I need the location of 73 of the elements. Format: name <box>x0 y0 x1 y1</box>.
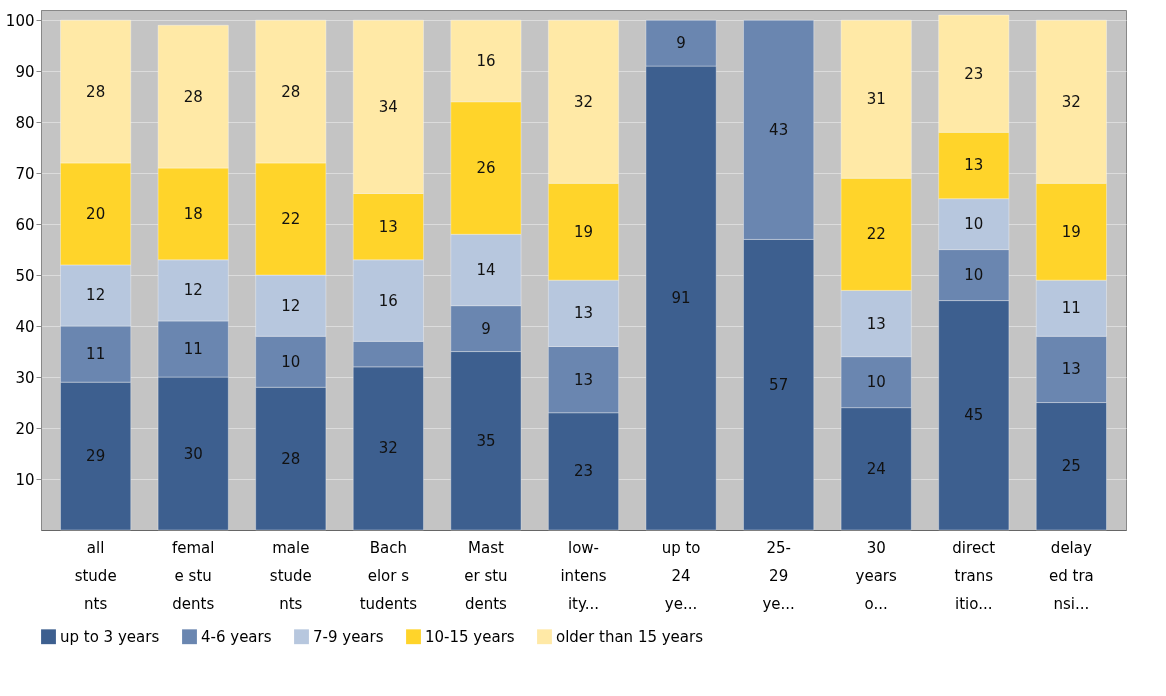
data-label: 13 <box>866 314 886 333</box>
data-label: 14 <box>476 261 496 279</box>
data-label: 16 <box>476 51 496 70</box>
data-label: 19 <box>573 222 594 241</box>
data-label: 31 <box>866 90 886 109</box>
data-label: 9 <box>481 319 491 338</box>
data-label: 30 <box>183 444 203 463</box>
data-label: 13 <box>573 370 594 389</box>
data-label: 26 <box>476 159 496 178</box>
x-tick-label: Mast er stu dents <box>464 538 508 613</box>
data-label: 13 <box>378 217 398 236</box>
y-tick-label: 20 <box>15 419 35 438</box>
data-label: 9 <box>676 34 686 53</box>
x-tick-label: up to 24 ye... <box>661 538 701 613</box>
data-label: 34 <box>378 97 398 116</box>
data-label: 10 <box>964 266 984 285</box>
x-tick-label: direct trans itio... <box>952 538 996 613</box>
data-label: 10 <box>281 352 301 371</box>
y-tick-label: 10 <box>15 470 35 489</box>
data-label: 11 <box>1061 299 1081 318</box>
x-tick-label: femal e stu dents <box>171 538 215 613</box>
data-label: 45 <box>964 406 984 425</box>
data-label: 13 <box>573 304 594 323</box>
data-label: 28 <box>183 87 203 106</box>
data-label: 12 <box>281 296 301 315</box>
y-tick-label: 50 <box>15 266 35 285</box>
data-label: 11 <box>86 345 106 364</box>
data-label: 19 <box>1061 222 1081 241</box>
data-label: 13 <box>1061 360 1081 379</box>
data-label: 23 <box>964 64 984 83</box>
data-label: 20 <box>86 204 106 223</box>
x-tick-label: 25- 29 ye... <box>762 538 795 613</box>
x-tick-label: low- intens ity... <box>560 538 607 613</box>
data-label: 32 <box>573 92 594 111</box>
data-label: 18 <box>183 204 203 223</box>
data-label: 23 <box>573 462 594 481</box>
x-tick-label: male stude nts <box>269 538 312 613</box>
y-tick-label: 100 <box>5 11 35 30</box>
data-label: 24 <box>866 459 886 478</box>
data-label: 22 <box>866 225 886 244</box>
data-label: 25 <box>1061 457 1081 476</box>
data-label: 28 <box>281 449 301 468</box>
legend-label: 7-9 years <box>313 627 384 646</box>
y-tick-label: 70 <box>15 164 35 183</box>
legend-label: 4-6 years <box>201 627 272 646</box>
data-label: 32 <box>1061 92 1081 111</box>
x-tick-label: 30 years o... <box>855 538 898 613</box>
data-label: 28 <box>281 82 301 101</box>
data-label: 11 <box>183 340 203 359</box>
data-label: 10 <box>866 373 886 392</box>
data-label: 16 <box>378 291 398 310</box>
data-label: 29 <box>86 447 106 466</box>
data-label: 22 <box>281 210 301 229</box>
legend-label: older than 15 years <box>556 627 704 646</box>
y-tick-label: 40 <box>15 317 35 336</box>
data-label: 28 <box>86 82 106 101</box>
legend-label: up to 3 years <box>60 627 160 646</box>
data-label: 57 <box>769 375 789 394</box>
data-label: 35 <box>476 431 496 450</box>
y-tick-label: 90 <box>15 62 35 81</box>
y-tick-label: 30 <box>15 368 35 387</box>
y-tick-label: 80 <box>15 113 35 132</box>
y-tick-label: 60 <box>15 215 35 234</box>
x-tick-label: delay ed tra nsi... <box>1048 538 1094 613</box>
data-label: 12 <box>183 281 203 300</box>
data-label: 91 <box>671 289 691 308</box>
data-label: 10 <box>964 215 984 234</box>
x-tick-label: Bach elor s tudents <box>359 538 418 613</box>
data-label: 12 <box>86 286 106 305</box>
legend-label: 10-15 years <box>425 627 515 646</box>
data-label: 13 <box>964 156 984 175</box>
data-label: 32 <box>378 439 398 458</box>
data-label: 43 <box>769 120 789 139</box>
